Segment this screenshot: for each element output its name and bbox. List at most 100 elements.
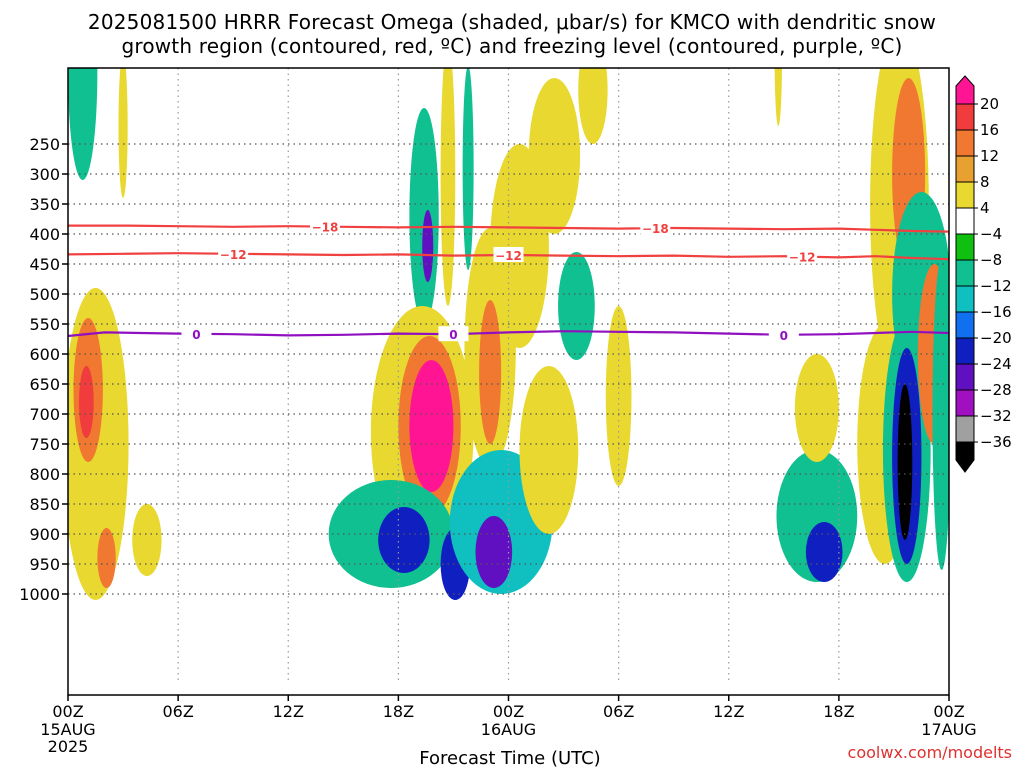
x-tick-label-36: 12Z <box>713 702 744 721</box>
colorbar-label-0: 20 <box>980 95 999 113</box>
y-tick-label-650: 650 <box>29 375 60 394</box>
colorbar-cell-6 <box>955 233 975 261</box>
contour-label-bg--18-0 <box>309 218 340 234</box>
grid-lines <box>68 68 949 680</box>
colorbar-cell-11 <box>955 363 975 391</box>
colorbar-cell-12 <box>955 389 975 417</box>
colorbar-label-1: 16 <box>980 121 999 139</box>
contour-label--12-0: −12 <box>220 248 247 262</box>
colorbar-cell-14 <box>955 441 975 473</box>
colorbar-label-11: −28 <box>980 381 1012 399</box>
omega-region-20 <box>528 78 581 234</box>
omega-region-13 <box>378 507 430 573</box>
y-tick-label-400: 400 <box>29 225 60 244</box>
omega-region-6 <box>132 504 162 576</box>
contour-label-bg--12-1 <box>493 247 524 262</box>
colorbar-cell-5 <box>955 207 975 235</box>
omega-region-8 <box>422 210 434 282</box>
colorbar-label-5: −4 <box>980 225 1002 243</box>
y-tick-label-700: 700 <box>29 405 60 424</box>
omega-region-16 <box>462 68 474 270</box>
contour-label--18-0: −18 <box>312 221 339 235</box>
chart-title-line2: growth region (contoured, red, ºC) and f… <box>121 34 902 58</box>
contour-label-0-0: 0 <box>192 328 200 342</box>
x-tick-year-0: 2025 <box>48 737 89 756</box>
y-tick-label-750: 750 <box>29 435 60 454</box>
omega-region-15 <box>440 68 456 306</box>
x-tick-date-48: 17AUG <box>921 720 976 739</box>
y-tick-label-300: 300 <box>29 165 60 184</box>
colorbar-label-8: −16 <box>980 303 1012 321</box>
omega-region-11 <box>409 360 454 492</box>
contour-label-0-2: 0 <box>780 329 788 343</box>
x-tick-date-0: 15AUG <box>40 720 95 739</box>
colorbar-cell-2 <box>955 129 975 157</box>
y-tick-label-500: 500 <box>29 285 60 304</box>
contour-label-bg--12-2 <box>787 248 818 264</box>
contour-label-bg-0-2 <box>768 326 799 342</box>
colorbar-label-3: 8 <box>980 173 990 191</box>
y-tick-label-350: 350 <box>29 195 60 214</box>
y-tick-label-250: 250 <box>29 135 60 154</box>
x-tick-date-24: 16AUG <box>481 720 536 739</box>
x-tick-label-48: 00Z <box>933 702 964 721</box>
contour-label--18-1: −18 <box>642 222 669 236</box>
contour-label-0-1: 0 <box>449 328 457 342</box>
colorbar-label-2: 12 <box>980 147 999 165</box>
y-tick-label-850: 850 <box>29 495 60 514</box>
ground-strip <box>68 680 949 695</box>
colorbar-cell-4 <box>955 181 975 209</box>
colorbar-label-12: −32 <box>980 407 1012 425</box>
colorbar-label-9: −20 <box>980 329 1012 347</box>
contour-line--18 <box>68 224 950 233</box>
credit-text: coolwx.com/modelts <box>848 743 1012 762</box>
omega-region-21 <box>578 68 608 144</box>
omega-region-1 <box>118 68 128 198</box>
x-tick-label-18: 18Z <box>383 702 414 721</box>
y-tick-label-1000: 1000 <box>19 585 60 604</box>
temperature-contours: −18 −18 −12 −12 −12 0 0 0 <box>67 218 950 343</box>
omega-region-26 <box>605 306 632 486</box>
x-tick-label-6: 06Z <box>162 702 193 721</box>
omega-region-30 <box>794 354 839 462</box>
omega-region-37 <box>897 384 913 540</box>
colorbar: 20 16 12 8 4 −4 −8 −12 −16 −20 −24 −28 −32 −36 <box>955 75 1012 473</box>
x-tick-label-30: 06Z <box>603 702 634 721</box>
contour-label--12-2: −12 <box>789 251 816 265</box>
contour-label-bg-0-0 <box>181 325 212 341</box>
omega-region-5 <box>97 528 116 588</box>
omega-region-4 <box>79 366 94 438</box>
colorbar-label-4: 4 <box>980 199 990 217</box>
colorbar-cell-10 <box>955 337 975 365</box>
colorbar-label-6: −8 <box>980 251 1002 269</box>
colorbar-cell-1 <box>955 103 975 131</box>
y-tick-label-800: 800 <box>29 465 60 484</box>
x-tick-label-24: 00Z <box>493 702 524 721</box>
colorbar-label-13: −36 <box>980 433 1012 451</box>
contour-label-bg--18-1 <box>640 220 671 236</box>
colorbar-cell-13 <box>955 415 975 443</box>
y-tick-label-600: 600 <box>29 345 60 364</box>
x-tick-label-42: 18Z <box>823 702 854 721</box>
contour-label-bg--12-0 <box>218 245 249 261</box>
colorbar-label-10: −24 <box>980 355 1012 373</box>
colorbar-cell-0 <box>955 75 975 105</box>
contour-label-bg-0-1 <box>438 326 469 342</box>
x-axis-label: Forecast Time (UTC) <box>419 748 600 768</box>
omega-region-39 <box>932 258 949 570</box>
omega-region-29 <box>805 522 843 582</box>
contour-label--12-1: −12 <box>495 249 522 263</box>
omega-region-7 <box>409 108 439 324</box>
plot-area <box>68 68 949 695</box>
x-tick-label-0: 00Z <box>52 702 83 721</box>
x-tick-label-12: 12Z <box>273 702 304 721</box>
omega-region-27 <box>774 68 782 126</box>
contour-line-0 <box>67 330 950 338</box>
colorbar-cell-8 <box>955 285 975 313</box>
colorbar-cell-7 <box>955 259 975 287</box>
y-tick-label-450: 450 <box>29 255 60 274</box>
omega-region-18 <box>479 300 502 444</box>
axes: 250 300 350 400 450 500 550 600 650 700 750 800 850 9… <box>19 67 977 756</box>
omega-region-25 <box>558 252 595 360</box>
